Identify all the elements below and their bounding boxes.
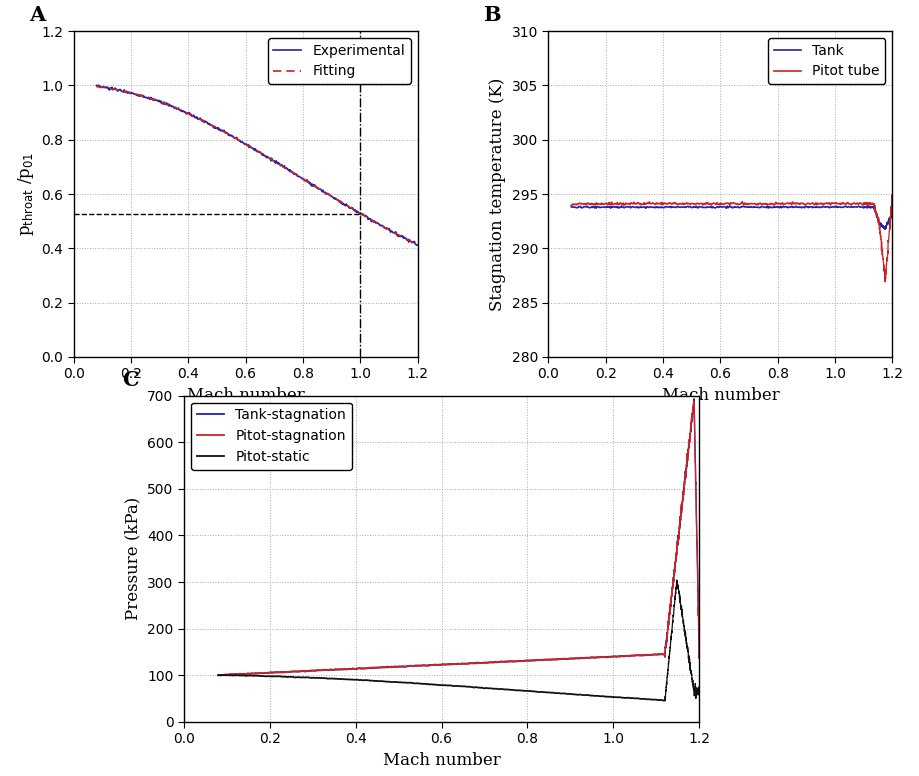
- Pitot tube: [845, 199, 857, 209]
- Experimental: [411, 241, 422, 250]
- Tank-stagnation: [212, 670, 223, 680]
- Pitot tube: [643, 197, 654, 206]
- Fitting: [265, 154, 276, 164]
- Tank-stagnation: [333, 665, 344, 674]
- Tank: [644, 203, 655, 212]
- Pitot tube: [739, 199, 750, 208]
- Experimental: [282, 165, 293, 175]
- X-axis label: Mach number: Mach number: [382, 752, 500, 769]
- Line: Pitot-static: Pitot-static: [218, 675, 664, 701]
- Fitting: [245, 143, 256, 152]
- Tank-stagnation: [659, 650, 670, 659]
- Tank: [761, 201, 772, 210]
- Line: Pitot-stagnation: Pitot-stagnation: [218, 654, 664, 675]
- Pitot-static: [451, 681, 462, 691]
- Pitot-static: [477, 684, 488, 693]
- Experimental: [412, 241, 423, 250]
- Pitot-static: [215, 670, 226, 680]
- Legend: Experimental, Fitting: Experimental, Fitting: [267, 38, 410, 84]
- Line: Tank-stagnation: Tank-stagnation: [218, 654, 664, 675]
- Pitot-static: [641, 695, 652, 704]
- Experimental: [404, 237, 415, 246]
- Pitot tube: [857, 199, 868, 208]
- Pitot-stagnation: [420, 660, 431, 670]
- Tank: [846, 203, 857, 212]
- Pitot tube: [854, 199, 865, 208]
- Pitot-static: [333, 674, 344, 684]
- Tank-stagnation: [641, 650, 652, 660]
- Experimental: [265, 156, 276, 165]
- Fitting: [404, 237, 415, 246]
- Pitot-static: [653, 695, 664, 705]
- Pitot tube: [736, 197, 747, 206]
- Pitot-stagnation: [477, 658, 488, 667]
- Legend: Tank, Pitot tube: Tank, Pitot tube: [767, 38, 884, 84]
- Tank: [857, 203, 868, 212]
- Pitot-stagnation: [212, 670, 223, 680]
- Pitot-stagnation: [652, 650, 664, 659]
- Pitot-stagnation: [451, 659, 462, 668]
- Tank: [640, 204, 651, 213]
- Pitot-static: [659, 696, 670, 705]
- Fitting: [354, 209, 365, 218]
- Tank: [855, 202, 866, 211]
- Tank: [565, 203, 576, 212]
- Y-axis label: Pressure (kPa): Pressure (kPa): [124, 497, 142, 620]
- Line: Tank: Tank: [571, 206, 863, 209]
- Fitting: [91, 82, 102, 92]
- Pitot-static: [212, 670, 223, 680]
- Pitot tube: [565, 201, 576, 210]
- Pitot-stagnation: [641, 650, 652, 660]
- Pitot-stagnation: [659, 650, 670, 659]
- Experimental: [245, 143, 256, 152]
- Text: B: B: [482, 5, 500, 26]
- Y-axis label: Stagnation temperature (K): Stagnation temperature (K): [489, 78, 505, 310]
- Text: C: C: [122, 370, 139, 390]
- Experimental: [355, 210, 366, 219]
- Tank-stagnation: [477, 658, 488, 667]
- Experimental: [93, 81, 104, 90]
- Pitot-static: [420, 679, 431, 688]
- Line: Fitting: Fitting: [96, 87, 417, 245]
- Pitot-stagnation: [333, 665, 344, 674]
- Tank-stagnation: [653, 650, 664, 659]
- Fitting: [282, 165, 293, 174]
- X-axis label: Mach number: Mach number: [661, 387, 778, 404]
- Y-axis label: p$_{\rm throat}$ /p$_{\rm 01}$: p$_{\rm throat}$ /p$_{\rm 01}$: [16, 152, 36, 236]
- Experimental: [244, 141, 255, 151]
- Tank: [739, 203, 750, 212]
- Line: Pitot tube: Pitot tube: [571, 202, 863, 206]
- Tank-stagnation: [215, 670, 226, 680]
- Pitot-stagnation: [654, 650, 665, 659]
- Fitting: [244, 141, 255, 151]
- Tank: [721, 203, 732, 213]
- Experimental: [91, 81, 102, 90]
- Legend: Tank-stagnation, Pitot-stagnation, Pitot-static: Tank-stagnation, Pitot-stagnation, Pitot…: [191, 403, 351, 469]
- Pitot tube: [700, 198, 711, 207]
- Tank-stagnation: [451, 659, 462, 668]
- Fitting: [412, 241, 423, 250]
- Pitot-stagnation: [215, 670, 226, 680]
- Pitot tube: [720, 199, 732, 208]
- X-axis label: Mach number: Mach number: [187, 387, 304, 404]
- Text: A: A: [28, 5, 45, 26]
- Tank-stagnation: [420, 661, 431, 670]
- Line: Experimental: Experimental: [96, 85, 417, 245]
- Tank: [701, 203, 712, 212]
- Tank-stagnation: [656, 650, 667, 659]
